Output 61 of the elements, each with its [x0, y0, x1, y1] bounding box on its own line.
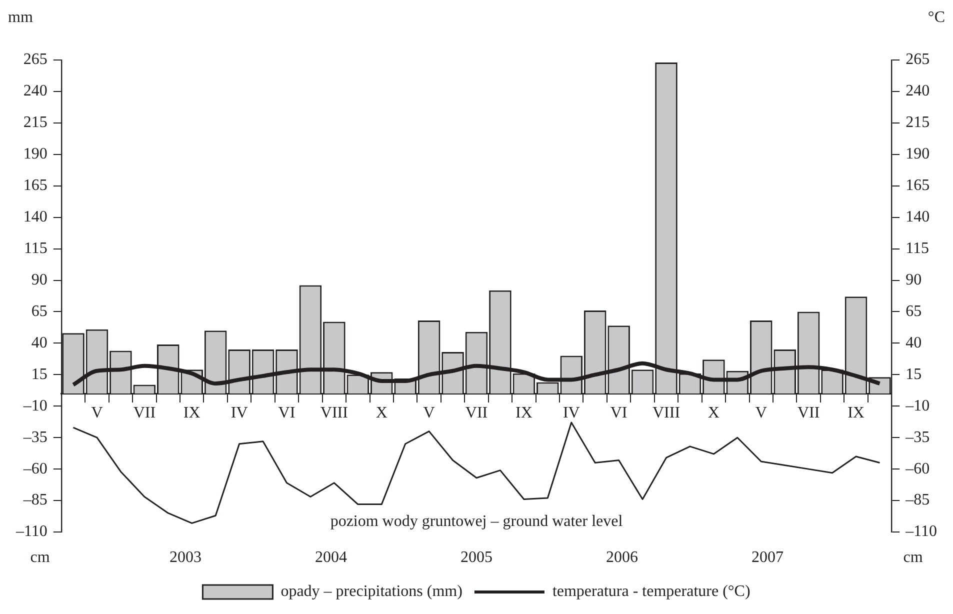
y2-tick-label: 190: [906, 146, 930, 163]
x-tick-label: X: [708, 404, 720, 422]
y2-tick-label: 115: [906, 240, 929, 258]
text: 2005: [460, 549, 492, 566]
x-tick-label: IV: [562, 404, 580, 422]
x-tick-label: VI: [278, 404, 296, 422]
x-tick-label: VII: [465, 404, 488, 422]
text: 2007: [752, 549, 784, 566]
legend-label: temperatura - temperature (°C): [552, 583, 750, 600]
y-tick-label: –85: [22, 492, 48, 509]
y-axis-title: mm: [8, 9, 34, 26]
y-tick-label: 65: [31, 302, 48, 320]
x-tick-label: IX: [515, 404, 533, 422]
x-tick-label: IX: [848, 404, 865, 422]
y-tick-label: 165: [23, 177, 48, 194]
annotation: poziom wody gruntowej – ground water level: [330, 513, 624, 530]
y2-tick-label: 15: [906, 366, 922, 383]
y2-tick-label: 65: [906, 302, 922, 320]
y2-tick-label: 165: [906, 177, 930, 194]
x-tick-label: X: [376, 404, 388, 422]
y2-tick-label: 90: [906, 271, 922, 288]
y-tick-label: –110: [15, 523, 48, 540]
y2-tick-label: 240: [906, 82, 930, 100]
x-tick-label: IV: [230, 404, 248, 422]
x-tick-label: VII: [797, 404, 820, 422]
x-tick-label: VII: [133, 404, 156, 422]
y-tick-label: –60: [22, 460, 48, 478]
y-tick-label: 115: [24, 240, 48, 258]
y2-tick-label: –60: [904, 460, 930, 478]
x-tick-label: V: [755, 404, 768, 422]
x-tick-label: VIII: [320, 404, 348, 422]
y2-tick-label: –110: [904, 523, 937, 540]
y2-tick-label: 265: [906, 51, 930, 68]
y-tick-label: 190: [23, 146, 48, 163]
text: 2004: [315, 549, 347, 566]
x-tick-label: IX: [183, 404, 201, 422]
x-tick-label: VIII: [652, 404, 680, 422]
y2-tick-label: 40: [906, 334, 922, 352]
y2-axis-title: °C: [928, 9, 945, 26]
y-tick-label: 15: [31, 366, 48, 383]
x-tick-label: V: [423, 404, 436, 422]
y2-tick-label: –35: [904, 428, 930, 446]
y2-tick-label: –10: [904, 397, 930, 414]
x-tick-label: V: [91, 404, 104, 422]
y-tick-label: –35: [22, 428, 48, 446]
y2-tick-label: –85: [904, 492, 930, 509]
y-tick-label: 90: [31, 271, 48, 288]
y-tick-label: 140: [23, 208, 48, 226]
text: 2006: [606, 549, 638, 566]
legend-label: opady – precipitations (mm): [280, 583, 462, 600]
y-tick-label: 265: [23, 51, 48, 68]
y2-tick-label: 215: [906, 114, 930, 132]
x-tick-label: VI: [610, 404, 628, 422]
y-tick-label: 215: [23, 114, 48, 132]
y2-tick-label: 140: [906, 208, 930, 226]
text: 2003: [170, 549, 202, 566]
y-tick-label: 40: [31, 334, 48, 352]
y-tick-label: –10: [22, 397, 48, 414]
y-tick-label: 240: [23, 82, 48, 100]
text: cm: [903, 549, 924, 566]
text: cm: [30, 549, 50, 566]
